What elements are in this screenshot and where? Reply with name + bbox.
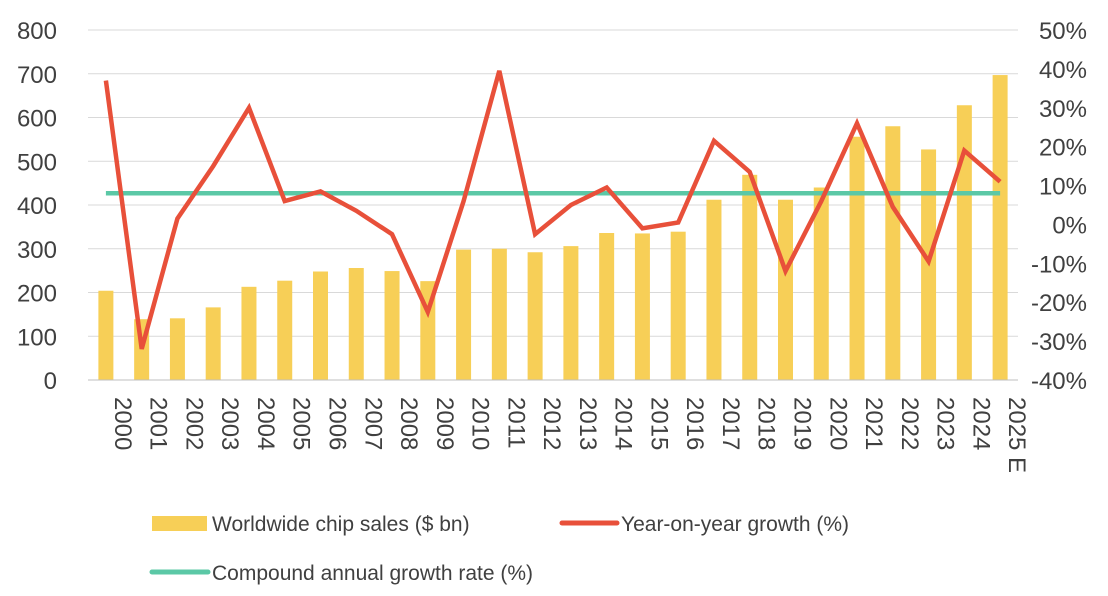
y-tick-label-right: 40% [1039,57,1087,84]
bar-2018 [742,174,758,380]
bar-2012 [527,252,543,380]
bar-2019 [778,199,793,380]
bar-2005 [277,280,293,380]
x-tick-label: 2013 [574,397,601,450]
x-tick-label: 2012 [538,397,565,450]
x-tick-label: 2005 [288,397,315,450]
x-tick-label: 2023 [932,397,959,450]
bar-2020 [813,187,829,380]
y-tick-label-right: 30% [1039,96,1087,123]
x-tick-label: 2006 [324,397,351,450]
bar-2010 [456,249,472,380]
x-tick-label: 2021 [860,397,887,450]
growth-lines [103,70,1002,350]
bar-2014 [599,233,615,380]
bar-2008 [384,271,400,380]
x-tick-label: 2014 [610,397,637,450]
y-tick-label-left: 800 [17,18,57,45]
y-tick-label-right: 50% [1039,18,1087,45]
x-tick-label: 2010 [467,397,494,450]
y-tick-label-left: 500 [17,149,57,176]
x-tick-label: 2019 [789,397,816,450]
bar-2015 [634,233,650,380]
legend-swatch-chip-sales [152,516,207,531]
y-tick-label-left: 200 [17,281,57,308]
x-tick-label: 2007 [359,397,386,450]
y-tick-label-right: 20% [1039,135,1087,162]
x-tick-label: 2001 [145,397,172,450]
chip-sales-bars [98,75,1008,380]
legend-item-cagr: Compound annual growth rate (%) [149,562,533,585]
legend-item-chip-sales: Worldwide chip sales ($ bn) [152,513,470,536]
y-tick-label-left: 100 [17,324,57,351]
x-tick-label: 2000 [109,397,136,450]
yoy-growth-line [103,70,1002,350]
y-axis-right: -40% -30% -20% -10% 0% 10% 20% 30% 40% 50% [1031,18,1087,395]
bar-2007 [348,268,364,380]
x-tick-label: 2018 [753,397,780,450]
y-tick-label-right: 10% [1039,174,1087,201]
y-tick-label-left: 300 [17,237,57,264]
bar-2017 [706,199,722,380]
bar-2011 [491,248,507,380]
bar-2004 [241,286,257,380]
x-tick-label: 2004 [252,397,279,450]
x-tick-label: 2016 [681,397,708,450]
bar-2025-e [992,75,1008,380]
legend-item-yoy-growth: Year-on-year growth (%) [559,513,849,536]
y-tick-label-left: 700 [17,62,57,89]
x-tick-label: 2008 [395,397,422,450]
x-tick-label: 2020 [824,397,851,450]
y-tick-label-right: -10% [1031,251,1087,278]
legend-label-yoy-growth: Year-on-year growth (%) [621,513,849,536]
legend-label-cagr: Compound annual growth rate (%) [212,562,533,585]
bar-2022 [885,126,901,380]
gridlines [88,29,1018,381]
x-tick-label: 2003 [216,397,243,450]
x-tick-label: 2009 [431,397,458,450]
x-tick-label: 2011 [502,397,529,449]
bar-2000 [98,290,114,380]
bar-2006 [313,271,328,380]
bar-2003 [205,307,221,380]
x-tick-label: 2017 [717,397,744,450]
x-tick-label: 2025 E [1003,397,1030,473]
bar-2002 [169,318,185,380]
bar-2024 [956,105,972,380]
y-tick-label-right: -30% [1031,329,1087,356]
legend-label-chip-sales: Worldwide chip sales ($ bn) [212,513,470,536]
x-tick-label: 2015 [645,397,672,450]
y-tick-label-right: 0% [1052,212,1087,239]
x-tick-label: 2024 [967,397,994,450]
y-axis-left: 0 100 200 300 400 500 600 700 800 [17,18,57,395]
y-tick-label-right: -40% [1031,368,1087,395]
y-tick-label-right: -20% [1031,290,1087,317]
y-tick-label-left: 600 [17,106,57,133]
x-axis: 2000 2001 2002 2003 2004 2005 2006 2007 2008 2009… [88,379,1030,473]
legend: Worldwide chip sales ($ bn) Year-on-year… [149,513,849,585]
bar-2013 [563,246,579,380]
bar-2021 [849,136,865,380]
x-tick-label: 2022 [896,397,923,450]
x-tick-label: 2002 [180,397,207,450]
y-tick-label-left: 400 [17,193,57,220]
bar-2016 [670,231,686,380]
y-tick-label-left: 0 [44,368,57,395]
